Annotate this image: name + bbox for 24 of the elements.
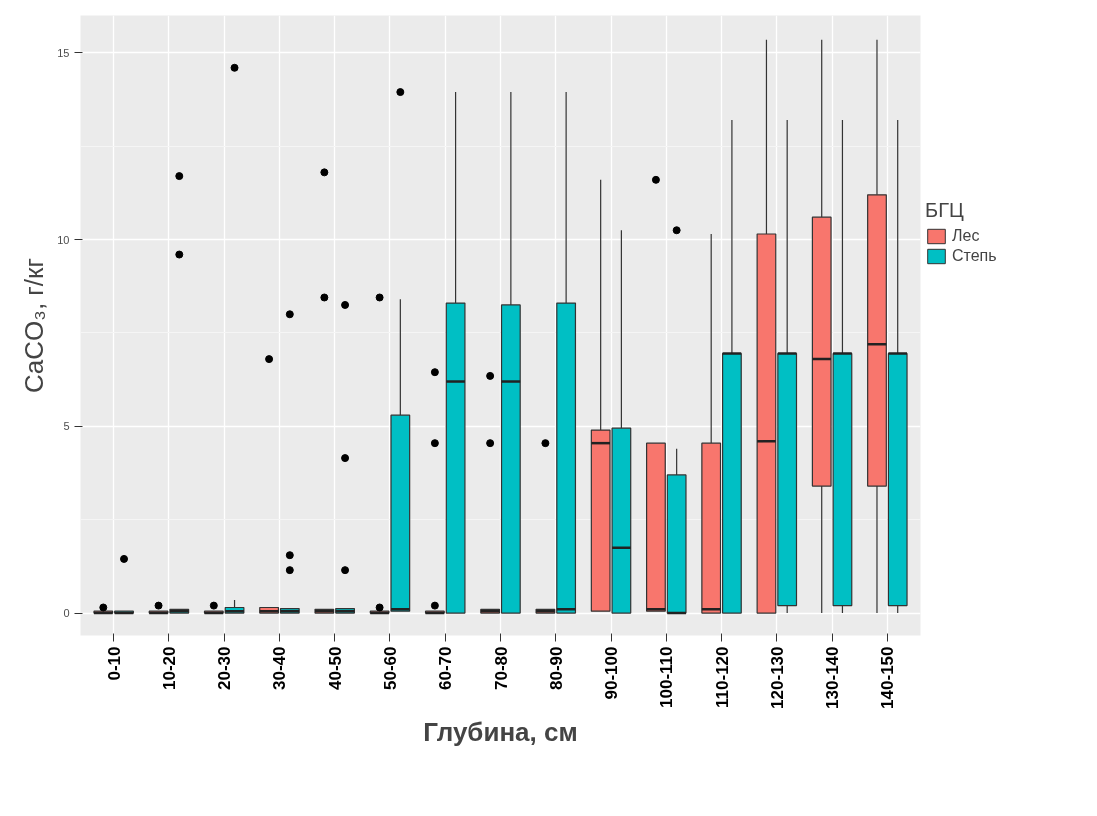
x-tick-label: 110-120 (712, 646, 732, 708)
y-tick-label: 15 (57, 46, 70, 59)
legend-title: БГЦ (925, 199, 965, 222)
x-tick-label: 20-30 (215, 646, 235, 690)
y-tick-label: 5 (63, 420, 70, 433)
x-tick-label: 0-10 (104, 646, 124, 681)
x-tick-label: 50-60 (380, 646, 400, 690)
legend-label: Степь (952, 247, 997, 265)
x-tick-label: 140-150 (878, 646, 898, 709)
x-tick-label: 130-140 (823, 646, 843, 709)
legend-label: Лес (952, 227, 980, 245)
x-tick-label: 60-70 (436, 646, 456, 690)
x-tick-label: 40-50 (325, 646, 345, 690)
y-tick-label: 10 (57, 233, 70, 246)
x-axis-title: Глубина, см (423, 716, 578, 747)
y-axis-title: CaCO₃, г/кг (19, 258, 50, 393)
x-tick-label: 100-110 (657, 646, 677, 708)
x-tick-label: 120-130 (767, 646, 787, 709)
y-tick-label: 0 (63, 607, 70, 620)
x-tick-label: 90-100 (602, 646, 622, 700)
x-tick-label: 80-90 (546, 646, 566, 690)
x-tick-label: 10-20 (159, 646, 179, 690)
x-tick-label: 70-80 (491, 646, 511, 690)
x-tick-label: 30-40 (270, 646, 290, 690)
